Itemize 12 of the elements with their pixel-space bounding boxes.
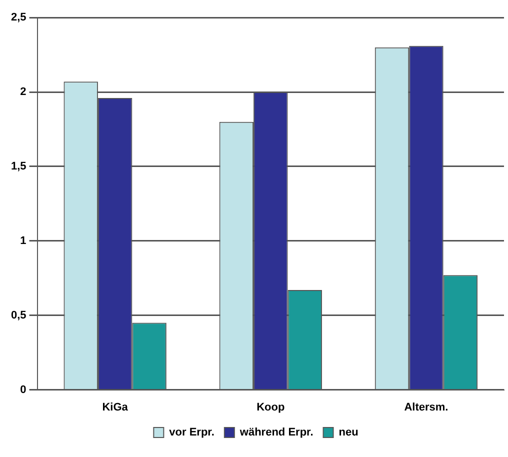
legend-label: während Erpr. — [238, 426, 314, 439]
legend-label: neu — [338, 426, 358, 439]
y-tick-label: 1,5 — [10, 160, 26, 173]
y-tick-label: 2,5 — [10, 12, 26, 24]
x-tick-label: Koop — [256, 401, 285, 414]
y-tick-label: 2 — [20, 86, 26, 98]
x-tick-label: Altersm. — [404, 401, 448, 414]
y-tick-label: 1 — [20, 234, 26, 247]
legend-label: vor Erpr. — [169, 426, 214, 439]
x-tick-label: KiGa — [102, 401, 129, 414]
y-tick-label: 0 — [20, 384, 26, 396]
y-tick-label: 0,5 — [10, 309, 26, 322]
